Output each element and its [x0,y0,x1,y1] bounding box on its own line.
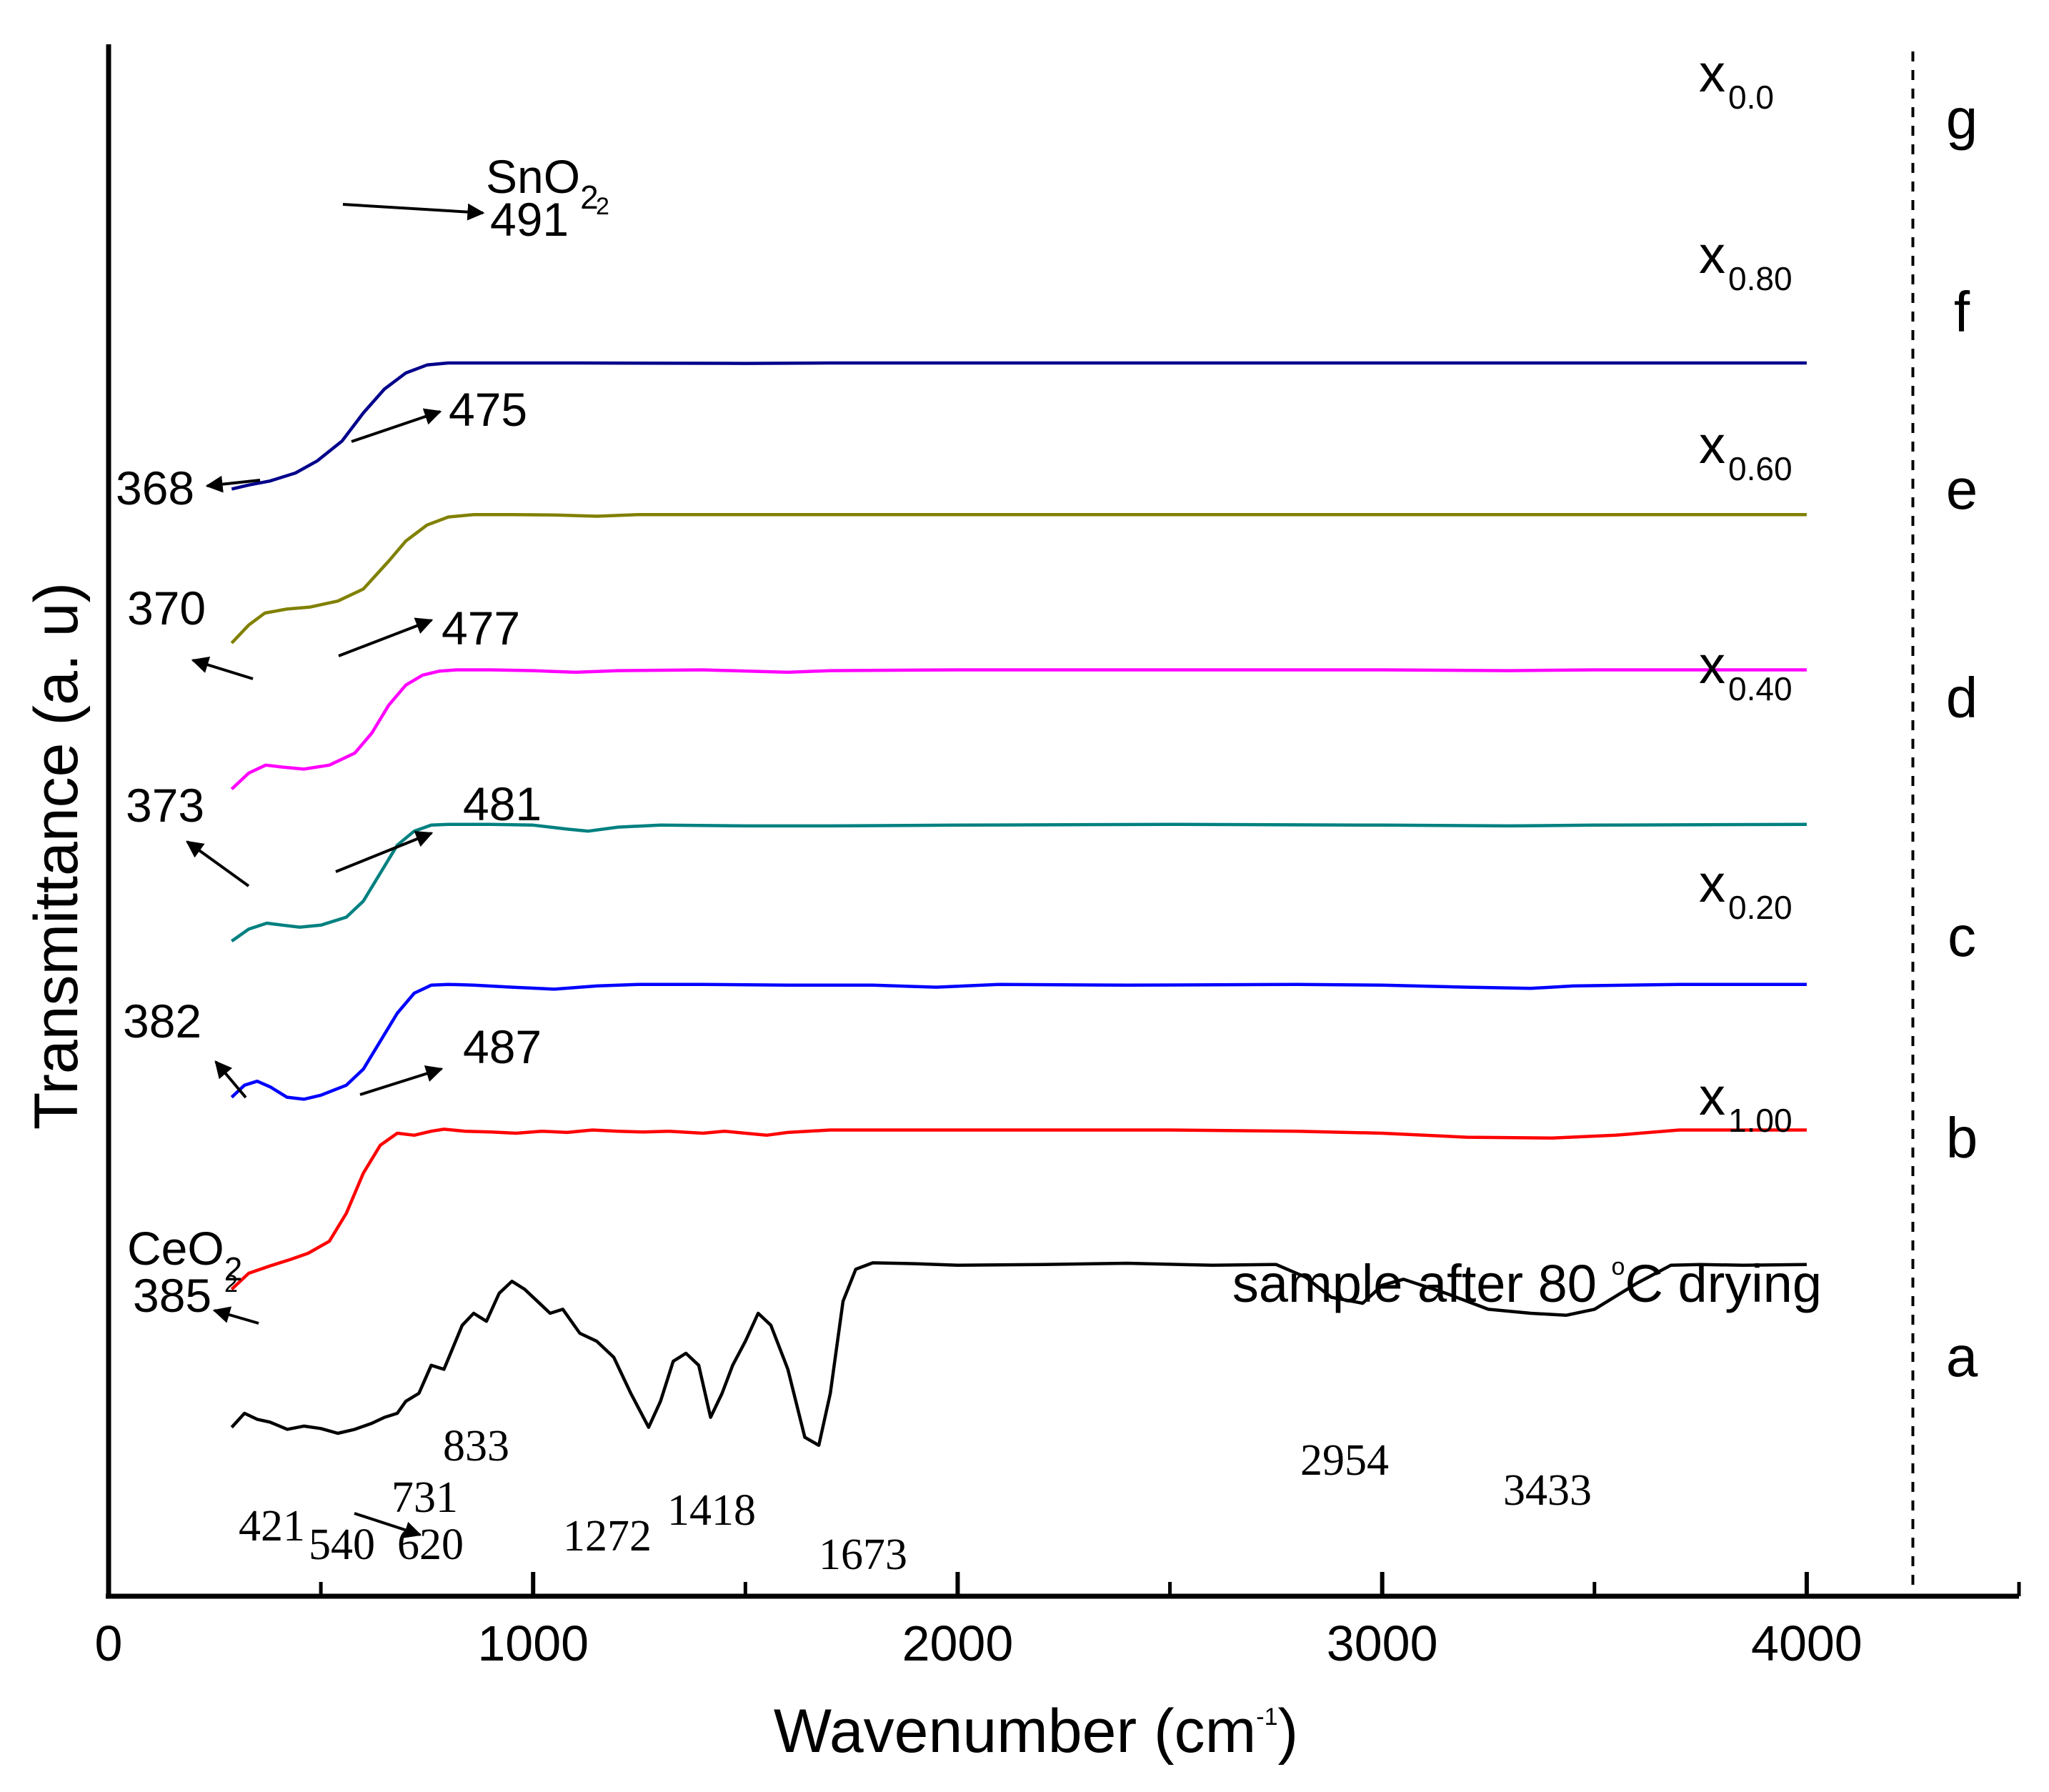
peak-label-3433: 3433 [1503,1466,1592,1515]
label-x-0-40: x0.40 [1699,635,1793,707]
arrow-sno2 [342,203,485,221]
peak-label-833: 833 [443,1422,509,1470]
spectrum-curves [230,361,1807,1448]
peak-368: 368 [116,462,194,514]
label-x-0-80: x0.80 [1699,225,1793,297]
label-sample-a: sample after 80 oC drying [1232,1253,1822,1313]
arrow-382 [214,1060,247,1099]
peak-label-1418: 1418 [667,1486,756,1535]
sno2-label: SnO2 [486,150,599,216]
peak-label-1673: 1673 [819,1530,907,1579]
arrow-487 [359,1065,444,1096]
arrow-ceo2 [212,1306,259,1325]
x-tick-label-0: 0 [95,1616,123,1671]
ceo2-label: CeO2 [127,1222,242,1288]
x-axis-ticks: 0 1000 2000 3000 4000 [95,1572,2021,1671]
x-tick-label-1000: 1000 [477,1616,589,1671]
curve-letter-f: f [1954,280,1970,344]
series-line-a [230,1261,1807,1448]
arrow-370 [191,656,254,680]
peak-481: 481 [463,777,542,830]
series-line-f [230,512,1807,644]
curve-letter-b: b [1946,1106,1978,1170]
series-line-g [231,361,1807,491]
series-line-c [230,982,1807,1101]
sno2-peak-sub: 2 [596,193,609,220]
arrow-540-620 [354,1512,422,1538]
peak-475: 475 [449,383,527,436]
series-line-b [230,1128,1807,1291]
peak-label-620: 620 [397,1520,464,1569]
peak-label-1272: 1272 [563,1512,652,1560]
x-tick-label-4000: 4000 [1751,1616,1863,1671]
peak-label-540: 540 [309,1520,375,1569]
series-line-e [230,668,1807,791]
ceo2-peak-385: 385 [133,1269,211,1322]
arrow-477 [338,617,434,657]
series-line-d [231,822,1807,943]
curve-letter-g: g [1946,87,1978,151]
y-axis-title: Transmittance (a. u) [22,582,91,1130]
label-x-1-00: x1.00 [1699,1067,1793,1139]
label-x-0-20: x0.20 [1699,854,1793,926]
peak-373: 373 [126,779,204,832]
curve-letter-e: e [1946,457,1978,521]
peak-label-731: 731 [392,1473,458,1522]
peak-477: 477 [442,602,520,654]
arrow-373 [186,840,250,887]
ceo2-peak-sub: 2 [224,1270,238,1298]
curve-letter-d: d [1946,666,1978,730]
sno2-peak-491: 491 [490,193,569,246]
arrow-368 [205,475,261,493]
curve-letter-c: c [1948,905,1976,968]
x-axis-title: Wavenumber (cm-1) [774,1697,1298,1766]
label-x-0-60: x0.60 [1699,415,1793,487]
peak-label-421: 421 [239,1502,305,1550]
label-x-0-0: x0.0 [1699,44,1774,116]
peak-370: 370 [127,582,206,634]
peak-label-2954: 2954 [1300,1436,1389,1485]
curve-letter-a: a [1946,1325,1978,1388]
peak-487: 487 [463,1020,542,1073]
x-tick-label-3000: 3000 [1327,1616,1438,1671]
arrow-475 [351,408,442,443]
peak-382: 382 [123,995,201,1047]
x-tick-label-2000: 2000 [902,1616,1014,1671]
arrow-481 [335,830,434,873]
